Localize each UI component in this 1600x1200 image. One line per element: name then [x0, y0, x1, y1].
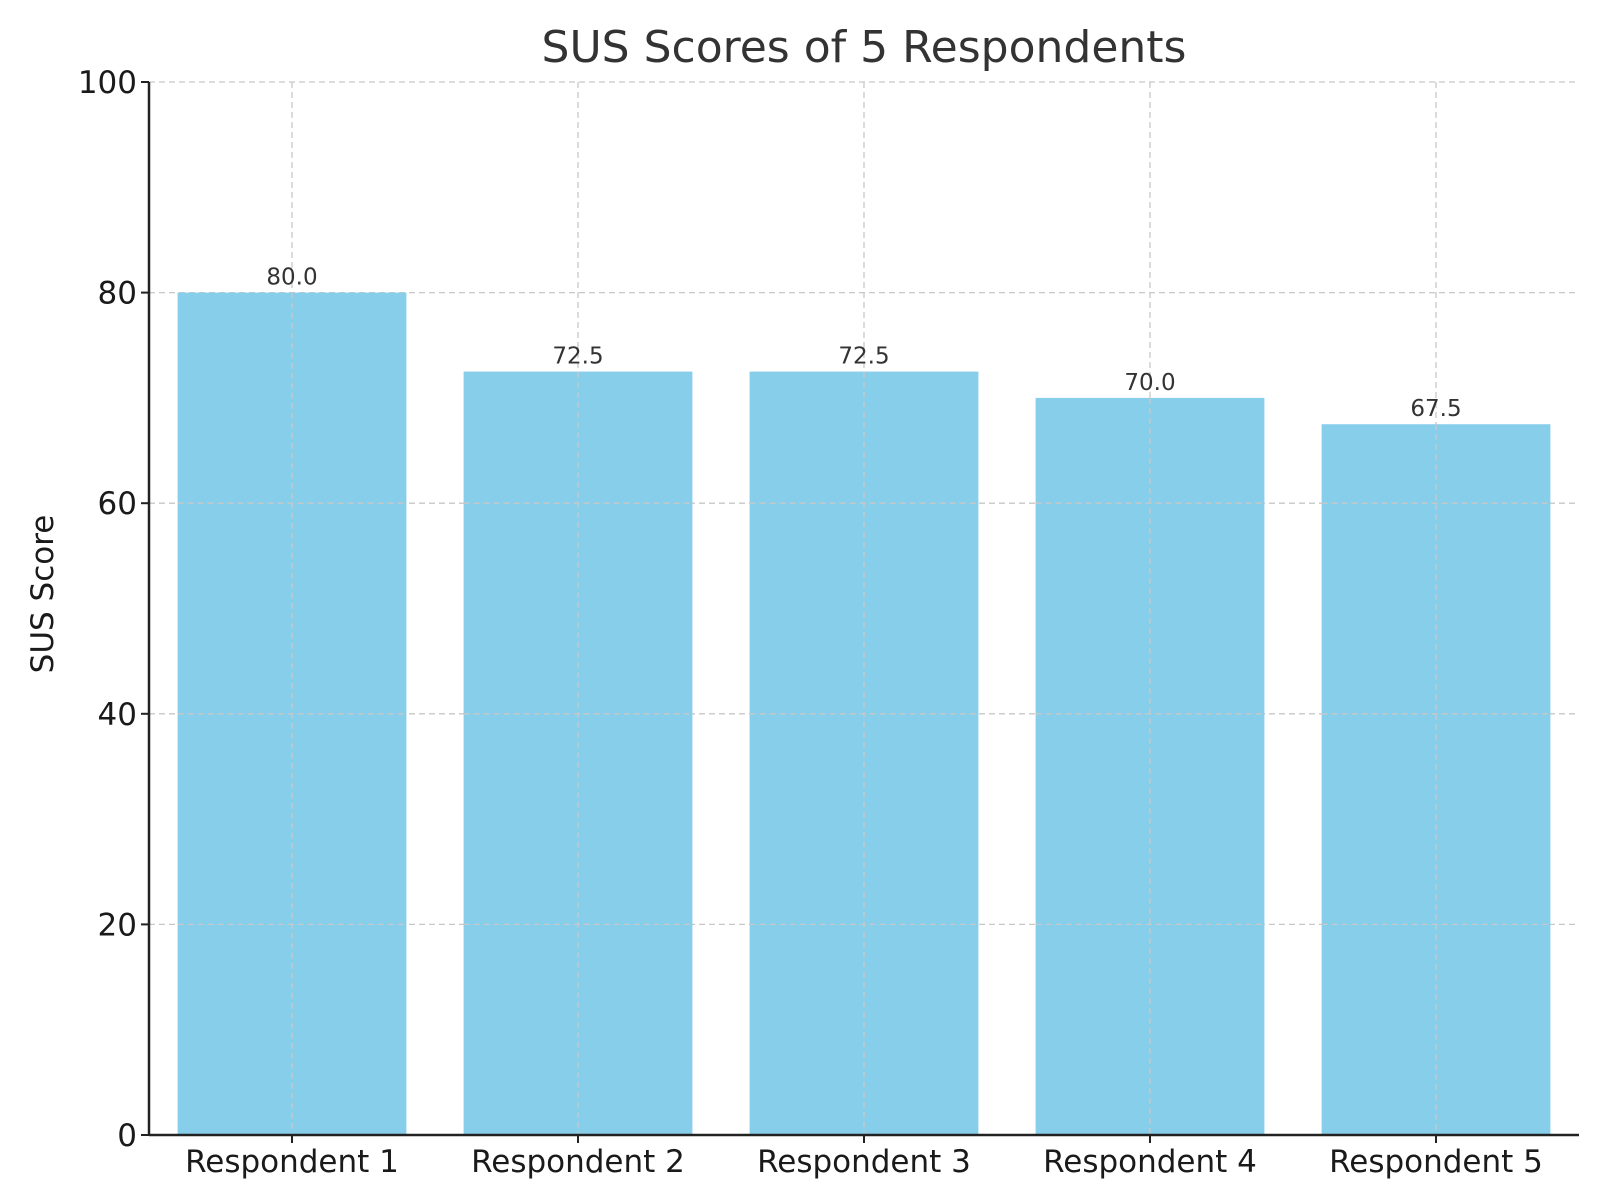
bar-value-label: 70.0 — [1124, 370, 1175, 396]
y-tick-label: 100 — [78, 65, 137, 101]
y-tick-label: 80 — [98, 276, 137, 312]
x-tick-label: Respondent 3 — [757, 1144, 971, 1180]
y-axis-label: SUS Score — [25, 515, 61, 674]
x-tick-label: Respondent 2 — [471, 1144, 685, 1180]
x-gridlines — [291, 82, 1437, 1135]
bar-value-label: 72.5 — [838, 344, 889, 370]
y-tick-label: 60 — [98, 486, 137, 522]
x-gridlines-overlay — [177, 292, 1551, 1135]
y-tick-label: 40 — [98, 697, 137, 733]
y-tick-label: 20 — [98, 907, 137, 943]
bar-value-label: 72.5 — [552, 344, 603, 370]
y-ticks: 0 20 40 60 80 100 — [78, 65, 149, 1154]
bar-value-label: 80.0 — [266, 265, 317, 291]
y-tick-label: 0 — [117, 1118, 137, 1154]
chart-title: SUS Scores of 5 Respondents — [542, 22, 1187, 73]
x-ticks: Respondent 1 Respondent 2 Respondent 3 Resp… — [185, 1135, 1543, 1180]
x-tick-label: Respondent 4 — [1043, 1144, 1257, 1180]
x-tick-label: Respondent 5 — [1329, 1144, 1543, 1180]
x-tick-label: Respondent 1 — [185, 1144, 399, 1180]
data-labels: 80.0 72.5 72.5 70.0 67.5 — [266, 265, 1461, 423]
bar-value-label: 67.5 — [1410, 396, 1461, 422]
